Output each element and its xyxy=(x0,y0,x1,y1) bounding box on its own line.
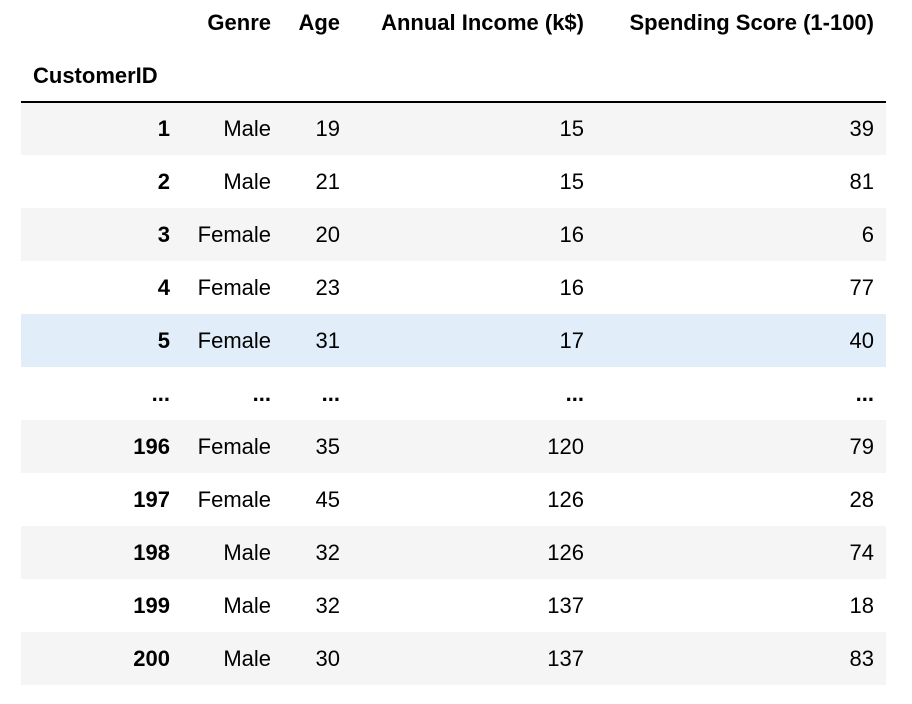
cell-age: 20 xyxy=(315,221,340,247)
cell-genre: Male xyxy=(223,168,271,194)
row-index: 1 xyxy=(157,116,170,141)
index-name-spacer xyxy=(182,50,283,103)
cell-annual-income: 15 xyxy=(559,116,584,141)
cell-age: 21 xyxy=(315,168,340,194)
row-index: 199 xyxy=(133,592,170,618)
cell-annual-income: 137 xyxy=(547,592,584,618)
table-row-hovered: 5 Female 31 17 40 xyxy=(21,314,886,367)
table-row: 3 Female 20 16 6 xyxy=(21,208,886,261)
cell-spending-score: 18 xyxy=(849,592,874,618)
table-row: 2 Male 21 15 81 xyxy=(21,155,886,208)
cell-genre: Female xyxy=(197,221,271,247)
cell-genre: Male xyxy=(223,116,271,141)
table-header: Genre Age Annual Income (k$) Spending Sc… xyxy=(21,0,886,103)
row-index: 3 xyxy=(157,221,170,247)
index-name-spacer xyxy=(283,50,352,103)
cell-age: 45 xyxy=(315,486,340,512)
cell-genre: Male xyxy=(223,539,271,565)
cell-age: 23 xyxy=(315,274,340,300)
cell-spending-score: 6 xyxy=(861,221,874,247)
table-row: 197 Female 45 126 28 xyxy=(21,473,886,526)
table-row: 200 Male 30 137 83 xyxy=(21,632,886,685)
row-index: ... xyxy=(151,380,170,406)
cell-spending-score: 74 xyxy=(849,539,874,565)
cell-annual-income: 137 xyxy=(547,645,584,671)
cell-genre: Female xyxy=(197,327,271,353)
table-body: 1 Male 19 15 39 2 Male 21 15 81 3 Female… xyxy=(21,102,886,685)
row-index: 2 xyxy=(157,168,170,194)
cell-age: 32 xyxy=(315,592,340,618)
cell-genre: Male xyxy=(223,645,271,671)
cell-genre: Male xyxy=(223,592,271,618)
row-index: 200 xyxy=(133,645,170,671)
cell-annual-income: 126 xyxy=(547,486,584,512)
column-header-age: Age xyxy=(298,10,340,35)
table-row: 4 Female 23 16 77 xyxy=(21,261,886,314)
row-index: 196 xyxy=(133,433,170,459)
cell-age: 31 xyxy=(315,327,340,353)
cell-age: 30 xyxy=(315,645,340,671)
cell-spending-score: 40 xyxy=(849,327,874,353)
dataframe-table: Genre Age Annual Income (k$) Spending Sc… xyxy=(21,0,886,685)
row-index: 198 xyxy=(133,539,170,565)
row-index: 197 xyxy=(133,486,170,512)
cell-annual-income: 15 xyxy=(559,168,584,194)
cell-annual-income: 120 xyxy=(547,433,584,459)
column-header-annual-income: Annual Income (k$) xyxy=(381,10,584,35)
column-header-row: Genre Age Annual Income (k$) Spending Sc… xyxy=(21,0,886,50)
dataframe-output: Genre Age Annual Income (k$) Spending Sc… xyxy=(21,0,886,685)
column-header-blank xyxy=(21,0,182,50)
cell-age: 19 xyxy=(315,116,340,141)
cell-genre: Female xyxy=(197,433,271,459)
table-row: 198 Male 32 126 74 xyxy=(21,526,886,579)
cell-spending-score: 83 xyxy=(849,645,874,671)
cell-genre: Female xyxy=(197,274,271,300)
table-row: 196 Female 35 120 79 xyxy=(21,420,886,473)
cell-spending-score: ... xyxy=(855,380,874,406)
index-name-spacer xyxy=(596,50,886,103)
index-name-row: CustomerID xyxy=(21,50,886,103)
column-header-spending-score: Spending Score (1-100) xyxy=(629,10,874,35)
row-index: 5 xyxy=(157,327,170,353)
index-name-label: CustomerID xyxy=(21,50,182,103)
table-row: 1 Male 19 15 39 xyxy=(21,102,886,155)
cell-annual-income: ... xyxy=(565,380,584,406)
cell-annual-income: 126 xyxy=(547,539,584,565)
cell-spending-score: 39 xyxy=(849,116,874,141)
row-index: 4 xyxy=(157,274,170,300)
index-name-spacer xyxy=(352,50,596,103)
table-row: 199 Male 32 137 18 xyxy=(21,579,886,632)
cell-genre: ... xyxy=(252,380,271,406)
column-header-genre: Genre xyxy=(207,10,271,35)
cell-age: 32 xyxy=(315,539,340,565)
truncation-row: ... ... ... ... ... xyxy=(21,367,886,420)
cell-spending-score: 77 xyxy=(849,274,874,300)
cell-annual-income: 16 xyxy=(559,274,584,300)
cell-age: ... xyxy=(321,380,340,406)
cell-annual-income: 17 xyxy=(559,327,584,353)
cell-annual-income: 16 xyxy=(559,221,584,247)
cell-genre: Female xyxy=(197,486,271,512)
cell-spending-score: 81 xyxy=(849,168,874,194)
cell-spending-score: 28 xyxy=(849,486,874,512)
cell-spending-score: 79 xyxy=(849,433,874,459)
cell-age: 35 xyxy=(315,433,340,459)
